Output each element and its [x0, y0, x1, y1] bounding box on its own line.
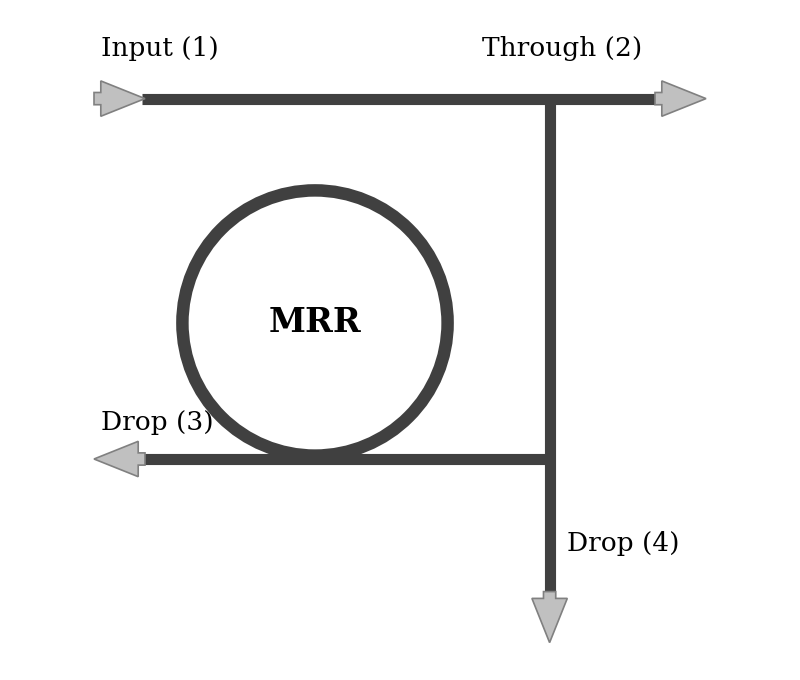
- FancyArrow shape: [94, 441, 145, 477]
- Text: Input (1): Input (1): [101, 36, 218, 61]
- Text: MRR: MRR: [269, 307, 362, 339]
- Text: Through (2): Through (2): [482, 36, 642, 61]
- FancyArrow shape: [532, 592, 567, 643]
- Text: Drop (4): Drop (4): [566, 532, 679, 556]
- FancyArrow shape: [94, 81, 145, 116]
- Text: Drop (3): Drop (3): [101, 410, 214, 435]
- FancyArrow shape: [655, 81, 706, 116]
